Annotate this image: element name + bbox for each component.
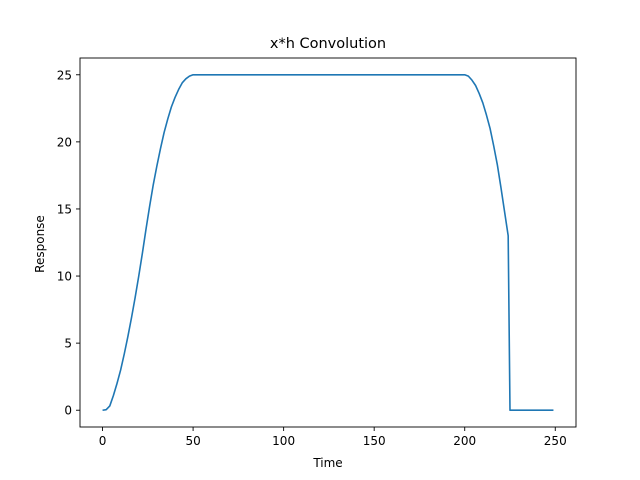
y-tick-label: 0 [64,404,72,418]
plot-area [79,57,577,428]
x-axis: 0 50 100 150 200 250 [99,427,567,448]
y-tick-label: 25 [57,68,72,82]
y-axis: 0 5 10 15 20 25 [57,68,80,418]
series-line-0 [102,73,554,412]
x-tick-label: 200 [453,434,476,448]
y-tick-label: 20 [57,135,72,149]
x-tick-label: 100 [272,434,295,448]
axes-frame [79,57,577,428]
y-tick-label: 10 [57,270,72,284]
y-axis-label: Response [33,215,47,273]
x-tick-label: 50 [185,434,200,448]
x-tick-label: 150 [363,434,386,448]
x-tick-label: 0 [99,434,107,448]
y-tick-label: 15 [57,202,72,216]
y-tick-label: 5 [64,337,72,351]
x-tick-label: 250 [544,434,567,448]
chart-title: x*h Convolution [270,36,386,52]
x-axis-label: Time [312,456,342,470]
